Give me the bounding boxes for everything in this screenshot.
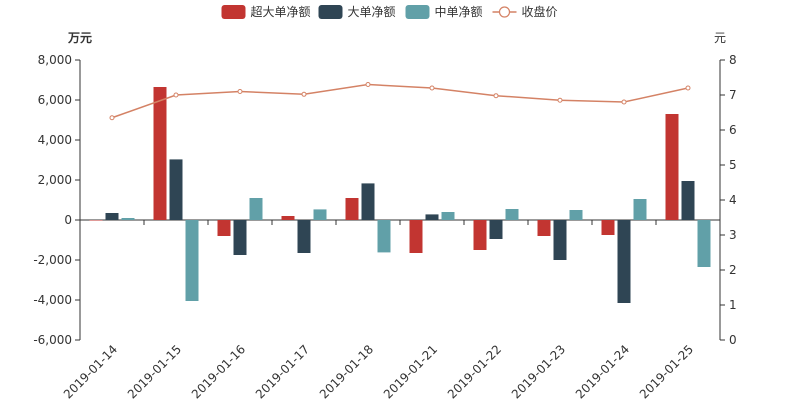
bar-2-2019-01-15[interactable] — [169, 159, 183, 220]
close-price-line — [111, 83, 689, 119]
right-y-tick-label: 8 — [729, 53, 737, 67]
x-tick-label: 2019-01-23 — [509, 342, 568, 400]
x-tick-label: 2019-01-15 — [125, 342, 184, 400]
bar-2-2019-01-24[interactable] — [617, 220, 631, 303]
x-tick-label: 2019-01-18 — [317, 342, 376, 400]
left-y-axis-title: 万元 — [67, 31, 92, 45]
bar-2-2019-01-14[interactable] — [105, 213, 119, 220]
x-tick-label: 2019-01-25 — [637, 342, 696, 400]
bar-3-2019-01-14[interactable] — [121, 218, 135, 220]
legend-swatch-2[interactable] — [318, 5, 343, 19]
bar-1-2019-01-25[interactable] — [665, 114, 679, 220]
bar-2-2019-01-22[interactable] — [489, 220, 503, 239]
close-price-point-2019-01-14[interactable] — [109, 115, 115, 121]
x-tick-label: 2019-01-14 — [61, 342, 120, 400]
legend-label-3[interactable]: 中单净额 — [435, 4, 483, 19]
bar-1-2019-01-23[interactable] — [537, 220, 551, 236]
legend-label-4[interactable]: 收盘价 — [522, 4, 558, 19]
left-y-tick-label: 0 — [64, 213, 72, 227]
close-price-point-2019-01-23[interactable] — [557, 97, 563, 103]
legend-swatch-1[interactable] — [221, 5, 246, 19]
left-y-tick-label: 2,000 — [38, 173, 72, 187]
right-y-tick-label: 4 — [729, 193, 737, 207]
right-y-tick-label: 6 — [729, 123, 737, 137]
right-y-tick-label: 2 — [729, 263, 737, 277]
bar-1-2019-01-15[interactable] — [153, 87, 167, 220]
left-y-tick-label: -4,000 — [33, 293, 72, 307]
bar-2-2019-01-25[interactable] — [681, 181, 695, 220]
x-tick-label: 2019-01-21 — [381, 342, 440, 400]
close-price-point-2019-01-25[interactable] — [685, 85, 691, 91]
bar-2-2019-01-16[interactable] — [233, 220, 247, 255]
left-y-tick-label: -6,000 — [33, 333, 72, 347]
legend-label-1[interactable]: 超大单净额 — [251, 4, 311, 19]
x-tick-label: 2019-01-16 — [189, 342, 248, 400]
right-y-tick-label: 1 — [729, 298, 737, 312]
bar-3-2019-01-25[interactable] — [697, 220, 711, 267]
right-y-tick-label: 5 — [729, 158, 737, 172]
bar-1-2019-01-24[interactable] — [601, 220, 615, 235]
left-y-tick-label: -2,000 — [33, 253, 72, 267]
bar-2-2019-01-23[interactable] — [553, 220, 567, 260]
x-tick-label: 2019-01-22 — [445, 342, 504, 400]
bar-1-2019-01-14[interactable] — [89, 220, 103, 221]
bar-3-2019-01-17[interactable] — [313, 209, 327, 220]
bar-3-2019-01-22[interactable] — [505, 209, 519, 220]
bar-1-2019-01-22[interactable] — [473, 220, 487, 250]
bar-3-2019-01-23[interactable] — [569, 210, 583, 220]
close-price-point-2019-01-17[interactable] — [301, 91, 307, 97]
bar-2-2019-01-17[interactable] — [297, 220, 311, 253]
bar-3-2019-01-18[interactable] — [377, 220, 391, 253]
right-y-tick-label: 0 — [729, 333, 737, 347]
legend-swatch-3[interactable] — [405, 5, 430, 19]
x-tick-label: 2019-01-24 — [573, 342, 632, 400]
bar-3-2019-01-24[interactable] — [633, 199, 647, 220]
close-price-point-2019-01-21[interactable] — [429, 85, 435, 91]
bar-3-2019-01-15[interactable] — [185, 220, 199, 301]
close-price-point-2019-01-18[interactable] — [365, 82, 371, 87]
left-y-tick-label: 8,000 — [38, 53, 72, 67]
close-price-point-2019-01-24[interactable] — [621, 99, 627, 105]
bar-1-2019-01-16[interactable] — [217, 220, 231, 236]
close-price-point-2019-01-22[interactable] — [493, 93, 499, 99]
bar-1-2019-01-21[interactable] — [409, 220, 423, 253]
bar-3-2019-01-16[interactable] — [249, 198, 263, 220]
x-tick-label: 2019-01-17 — [253, 342, 312, 400]
bar-2-2019-01-21[interactable] — [425, 214, 439, 220]
bar-1-2019-01-17[interactable] — [281, 216, 295, 220]
bar-3-2019-01-21[interactable] — [441, 212, 455, 220]
right-y-tick-label: 3 — [729, 228, 737, 242]
legend-circle-icon[interactable] — [498, 6, 511, 18]
left-y-tick-label: 4,000 — [38, 133, 72, 147]
legend-label-2[interactable]: 大单净额 — [348, 5, 396, 19]
right-y-tick-label: 7 — [729, 88, 737, 102]
left-y-tick-label: 6,000 — [38, 93, 72, 107]
close-price-point-2019-01-16[interactable] — [237, 89, 243, 94]
bar-1-2019-01-18[interactable] — [345, 198, 359, 220]
close-price-point-2019-01-15[interactable] — [173, 92, 179, 98]
bar-2-2019-01-18[interactable] — [361, 183, 375, 220]
right-y-axis-title: 元 — [714, 31, 726, 45]
